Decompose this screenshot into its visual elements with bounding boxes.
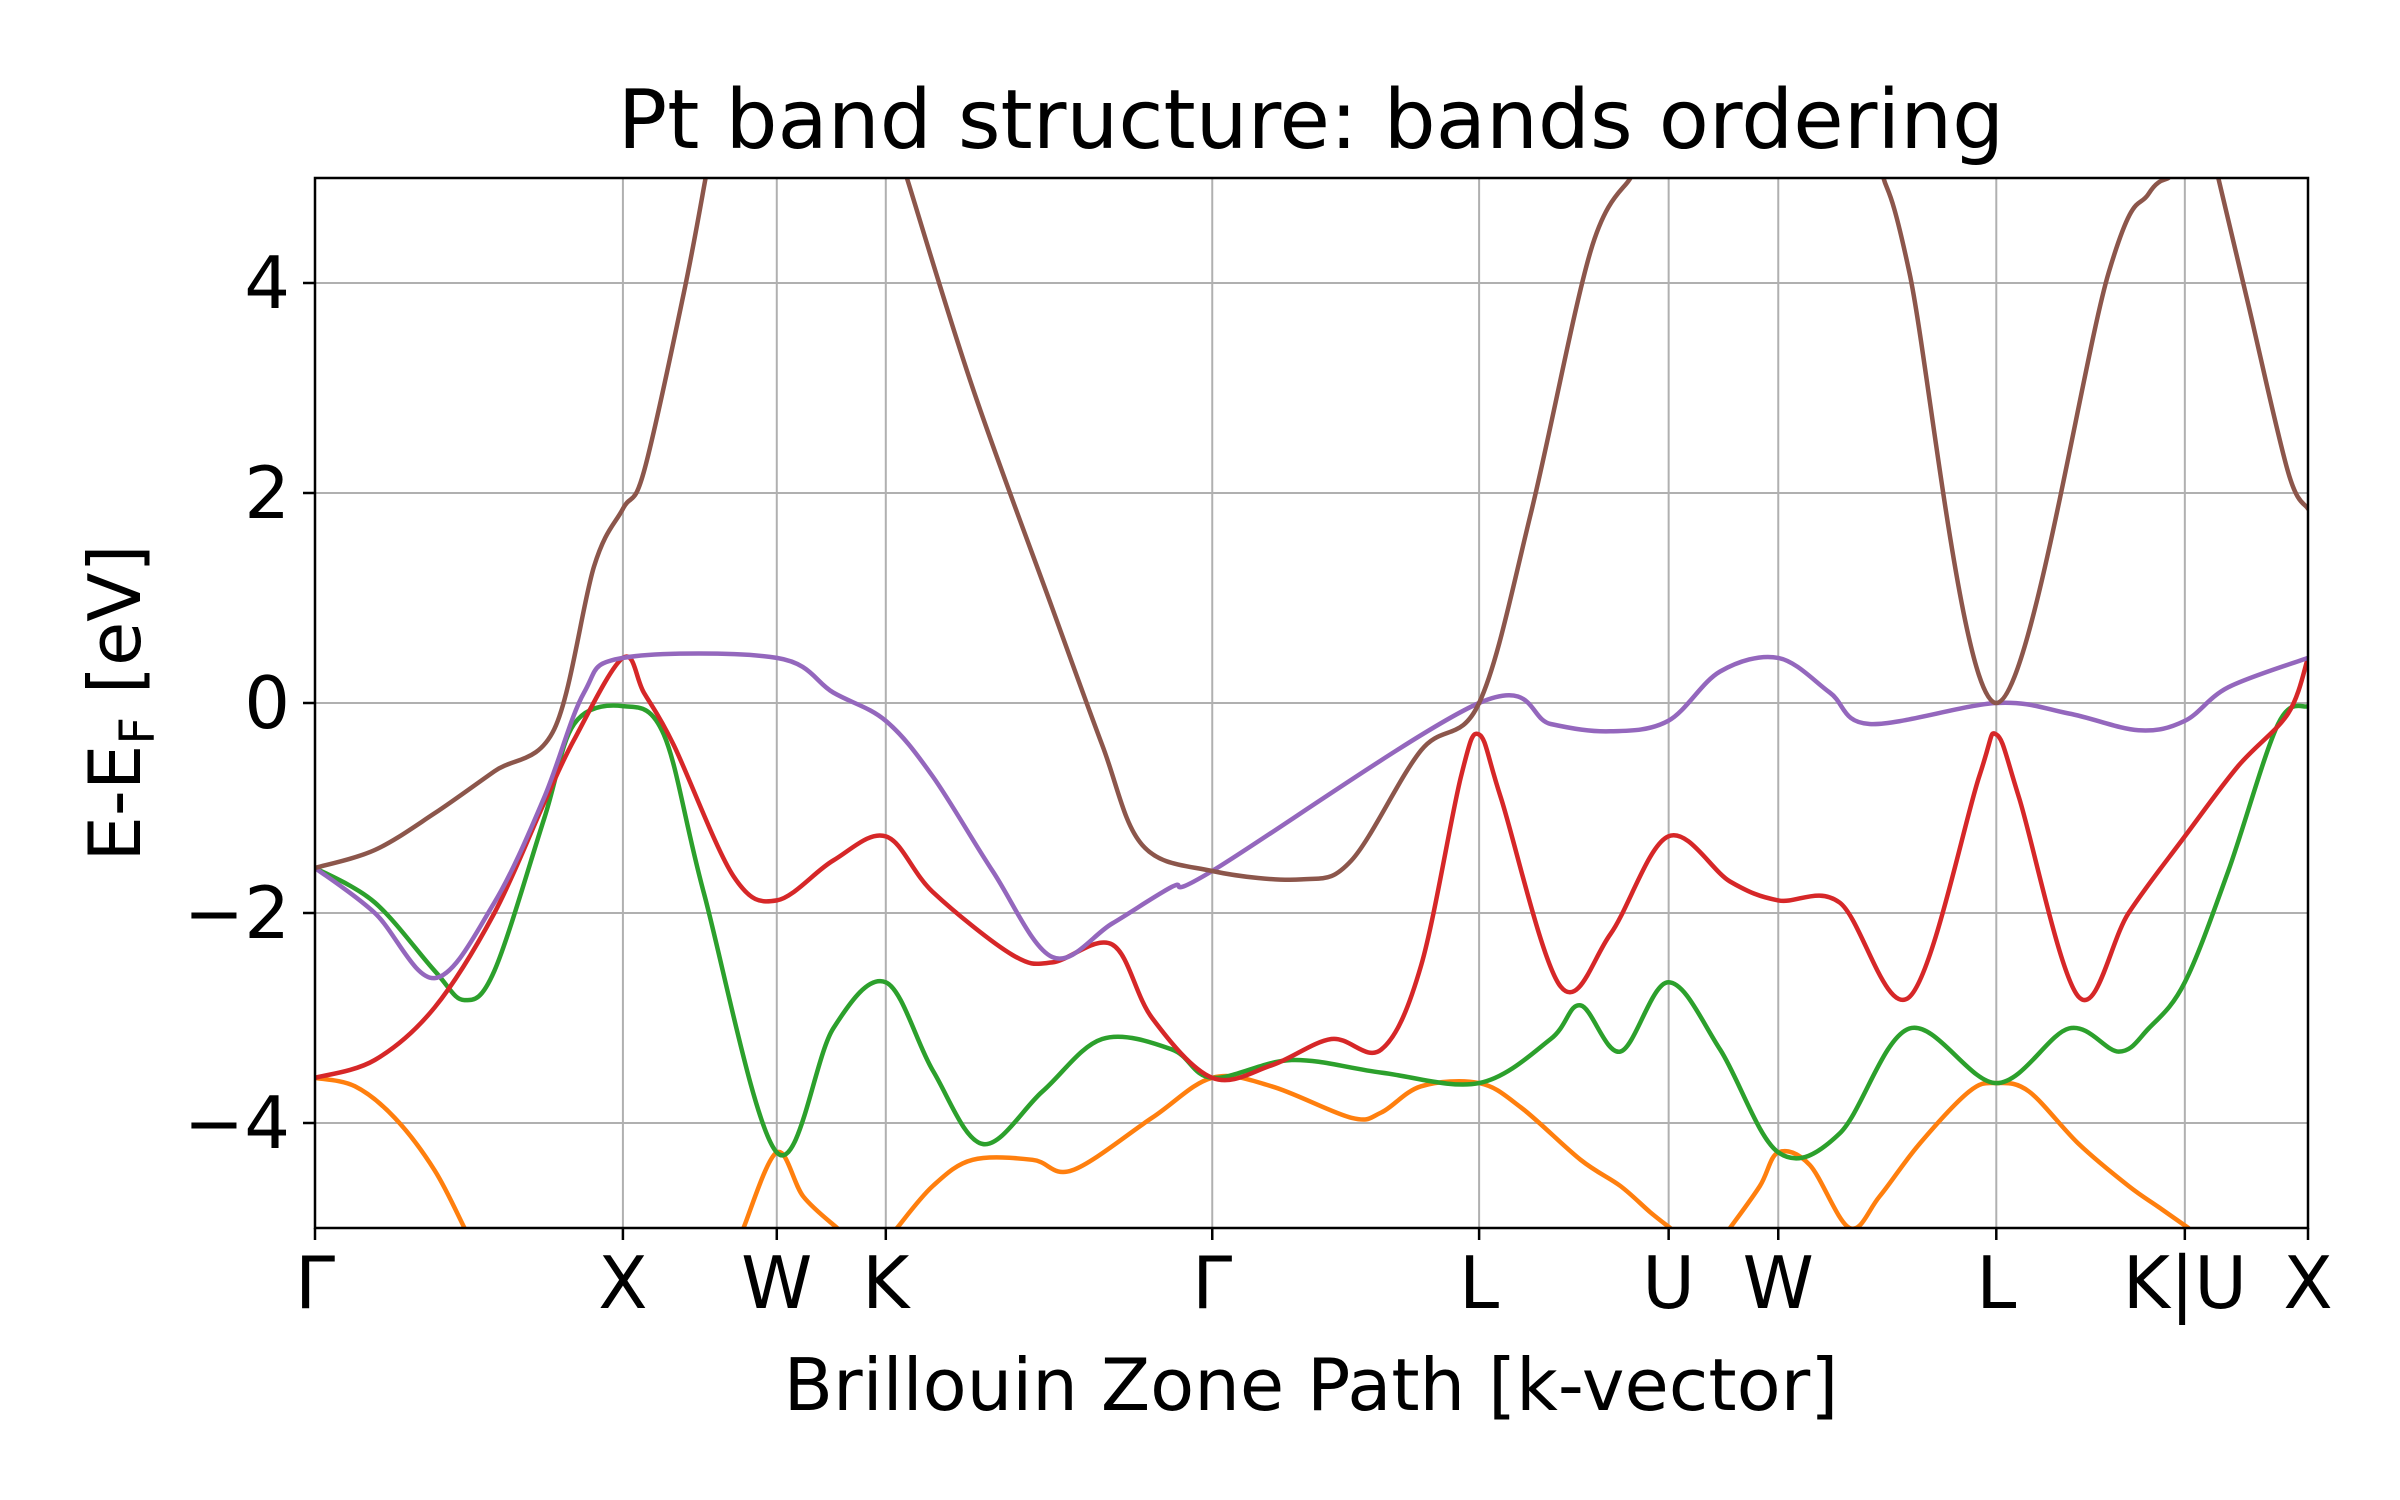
x-axis-label: Brillouin Zone Path [k-vector]: [784, 1343, 1839, 1427]
y-tick-label: 2: [244, 451, 290, 535]
y-tick-label: −2: [184, 871, 290, 955]
x-tick-label: X: [598, 1241, 647, 1325]
y-axis-label-tail: [eV]: [73, 544, 157, 717]
band-line-3: [315, 654, 2308, 1083]
y-tick-label: −4: [184, 1081, 290, 1165]
band-line-4: [315, 651, 2308, 981]
x-tick-label: L: [1976, 1241, 2016, 1325]
x-tick-label: K|U: [2123, 1241, 2247, 1326]
x-tick-label: Γ: [295, 1241, 335, 1325]
series-layer: [315, 178, 2308, 1228]
x-tick-label: L: [1459, 1241, 1499, 1325]
y-tick-label: 0: [244, 661, 290, 745]
x-tick-label: Γ: [1192, 1241, 1232, 1325]
x-tick-label: W: [1743, 1241, 1814, 1325]
x-tick-label: U: [1642, 1241, 1695, 1325]
y-axis-label-main: E-E: [73, 745, 157, 862]
x-tick-label: W: [741, 1241, 812, 1325]
y-tick-label: 4: [244, 241, 290, 325]
band-line-2: [315, 703, 2308, 1161]
y-axis-label: E-EF [eV]: [73, 544, 166, 861]
chart-title: Pt band structure: bands ordering: [618, 73, 2004, 168]
x-tick-label: X: [2283, 1241, 2332, 1325]
band-line-5: [315, 178, 2308, 882]
band-line-1: [315, 1073, 2191, 1228]
y-axis-label-subscript: F: [110, 717, 166, 745]
x-tick-label: K: [862, 1241, 911, 1325]
